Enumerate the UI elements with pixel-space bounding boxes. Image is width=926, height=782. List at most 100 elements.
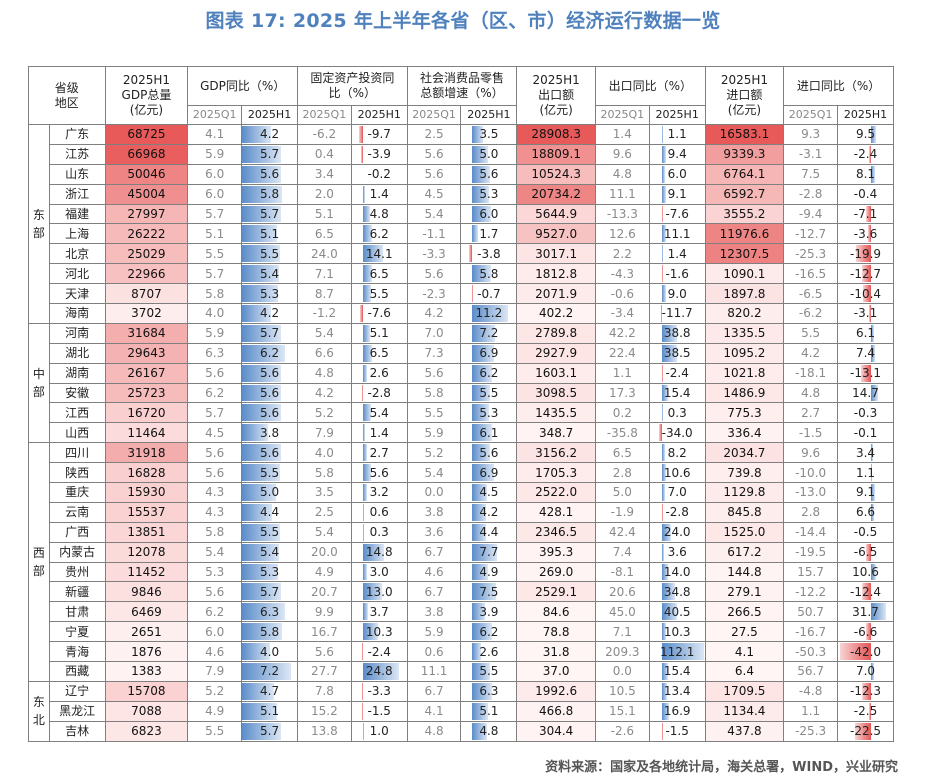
export-amount: 466.8 — [516, 700, 596, 722]
fai-yoy-h1: 13.0 — [350, 581, 408, 603]
gdp-total: 1876 — [104, 641, 189, 663]
fai-yoy-q1: 5.8 — [296, 462, 352, 484]
import-amount: 12307.5 — [704, 243, 785, 265]
gdp-yoy-h1: 5.8 — [241, 183, 298, 205]
retail-yoy-h1-value: 4.4 — [479, 525, 499, 540]
gdp-yoy-q1: 6.2 — [187, 382, 243, 404]
retail-yoy-h1-value: 6.0 — [479, 207, 499, 221]
export-yoy-h1: 9.1 — [648, 183, 706, 205]
province-data-table: 省级 地区 2025H1 GDP总量 (亿元) GDP同比（%） 固定资产投资同… — [28, 66, 894, 742]
export-yoy-h1-value: 9.1 — [667, 187, 687, 202]
gdp-yoy-q1: 5.4 — [187, 541, 243, 563]
subheader-h1: 2025H1 — [460, 105, 518, 125]
export-yoy-h1: 16.9 — [648, 700, 706, 722]
gdp-yoy-h1: 4.2 — [241, 124, 298, 145]
import-yoy-q1: 4.8 — [783, 382, 839, 404]
fai-yoy-h1-value: -2.4 — [367, 644, 391, 659]
export-yoy-h1: 7.0 — [648, 482, 706, 503]
province-name: 新疆 — [48, 581, 106, 603]
fai-yoy-h1-value: 1.0 — [369, 724, 389, 739]
export-yoy-h1-value: 6.0 — [667, 167, 687, 182]
import-yoy-h1: 14.7 — [837, 382, 894, 404]
province-name: 山西 — [48, 422, 106, 444]
import-yoy-h1: -2.5 — [837, 700, 894, 722]
import-amount: 3555.2 — [704, 203, 785, 225]
import-amount: 27.5 — [704, 621, 785, 643]
import-amount: 144.8 — [704, 561, 785, 583]
gdp-yoy-h1: 5.4 — [241, 541, 298, 563]
gdp-yoy-q1: 6.2 — [187, 601, 243, 623]
gdp-yoy-h1: 6.3 — [241, 601, 298, 623]
fai-yoy-h1-value: -7.6 — [367, 306, 391, 321]
fai-yoy-h1-bar — [362, 444, 367, 462]
export-amount: 28908.3 — [516, 124, 596, 145]
import-yoy-h1: 1.1 — [837, 462, 894, 484]
retail-yoy-h1: 4.5 — [460, 482, 518, 503]
fai-yoy-q1: 4.0 — [296, 442, 352, 464]
import-yoy-q1: 9.3 — [783, 124, 839, 145]
retail-yoy-h1-bar — [472, 543, 497, 561]
subheader-q1: 2025Q1 — [783, 105, 839, 125]
fai-yoy-h1: 5.5 — [350, 283, 408, 305]
fai-yoy-h1: 3.0 — [350, 561, 408, 583]
import-yoy-h1-bar — [871, 663, 875, 680]
gdp-yoy-q1: 5.7 — [187, 263, 243, 285]
fai-yoy-h1: 24.8 — [350, 661, 408, 682]
export-yoy-q1: -8.1 — [594, 561, 650, 583]
fai-yoy-h1-value: 3.2 — [369, 485, 389, 500]
fai-yoy-h1-bar — [362, 464, 371, 482]
gdp-yoy-h1: 4.2 — [241, 303, 298, 324]
import-amount: 739.8 — [704, 462, 785, 484]
header-retail: 社会消费品零售 总额增速（%） — [406, 66, 518, 106]
import-amount: 11976.6 — [704, 223, 785, 245]
export-yoy-q1: 5.0 — [594, 482, 650, 503]
gdp-yoy-h1-value: 5.7 — [260, 147, 280, 162]
export-yoy-q1: 12.6 — [594, 223, 650, 245]
retail-yoy-q1: 5.4 — [406, 462, 462, 484]
fai-yoy-q1: 4.9 — [296, 561, 352, 583]
export-yoy-q1: 42.2 — [594, 322, 650, 344]
gdp-total: 22966 — [104, 263, 189, 285]
export-yoy-h1: -1.5 — [648, 720, 706, 742]
table-row: 天津 8707 5.8 5.3 8.7 5.5 -2.3 -0.7 2071.9 -0.6 9.0 1… — [29, 283, 894, 305]
fai-yoy-q1: 27.7 — [296, 661, 352, 682]
gdp-yoy-h1-value: 4.2 — [260, 306, 280, 321]
fai-yoy-h1-bar — [362, 424, 365, 442]
import-amount: 1129.8 — [704, 482, 785, 503]
fai-yoy-q1: 5.6 — [296, 641, 352, 663]
import-yoy-q1: -9.4 — [783, 203, 839, 225]
import-yoy-h1-bar — [861, 583, 872, 601]
export-yoy-h1: 10.3 — [648, 621, 706, 643]
export-yoy-h1-bar — [662, 603, 678, 621]
import-amount: 1095.2 — [704, 342, 785, 364]
import-yoy-q1: -12.2 — [783, 581, 839, 603]
subheader-q1: 2025Q1 — [594, 105, 650, 125]
retail-yoy-q1: 4.6 — [406, 561, 462, 583]
import-yoy-h1-value: -6.6 — [853, 624, 878, 639]
fai-yoy-h1-bar — [362, 364, 367, 382]
retail-yoy-h1: 5.6 — [460, 163, 518, 185]
table-row: 广西 13851 5.8 5.5 5.4 0.3 3.6 4.4 2346.5 42.4 24.0 1… — [29, 521, 894, 543]
export-amount: 20734.2 — [516, 183, 596, 205]
fai-yoy-h1: -2.4 — [350, 641, 408, 663]
import-yoy-h1-value: -19.9 — [849, 246, 882, 261]
table-row: 甘肃 6469 6.2 6.3 9.9 3.7 3.8 3.9 84.6 45.0 40.5 266.… — [29, 601, 894, 623]
table-row: 内蒙古 12078 5.4 5.4 20.0 14.8 6.7 7.7 395.3 7.4 3.6 6… — [29, 541, 894, 563]
import-amount: 1525.0 — [704, 521, 785, 543]
export-yoy-h1-bar — [662, 145, 666, 163]
retail-yoy-h1: 5.0 — [460, 143, 518, 165]
province-name: 吉林 — [48, 720, 106, 742]
export-yoy-h1-bar — [658, 424, 663, 442]
import-amount: 1090.1 — [704, 263, 785, 285]
fai-yoy-h1: 6.2 — [350, 223, 408, 245]
gdp-yoy-h1-bar — [242, 245, 280, 263]
fai-yoy-h1: 0.3 — [350, 521, 408, 543]
fai-yoy-h1: -3.9 — [350, 143, 408, 165]
fai-yoy-h1-value: -2.8 — [367, 386, 391, 401]
export-yoy-h1: -11.7 — [648, 303, 706, 324]
gdp-total: 25029 — [104, 243, 189, 265]
table-row: 东北辽宁 15708 5.2 4.7 7.8 -3.3 6.7 6.3 1992.6 10.5 13… — [28, 680, 894, 742]
import-yoy-h1-value: 3.4 — [855, 445, 876, 460]
import-yoy-h1-value: -0.3 — [853, 405, 878, 420]
import-yoy-h1-value: -3.1 — [853, 306, 878, 321]
